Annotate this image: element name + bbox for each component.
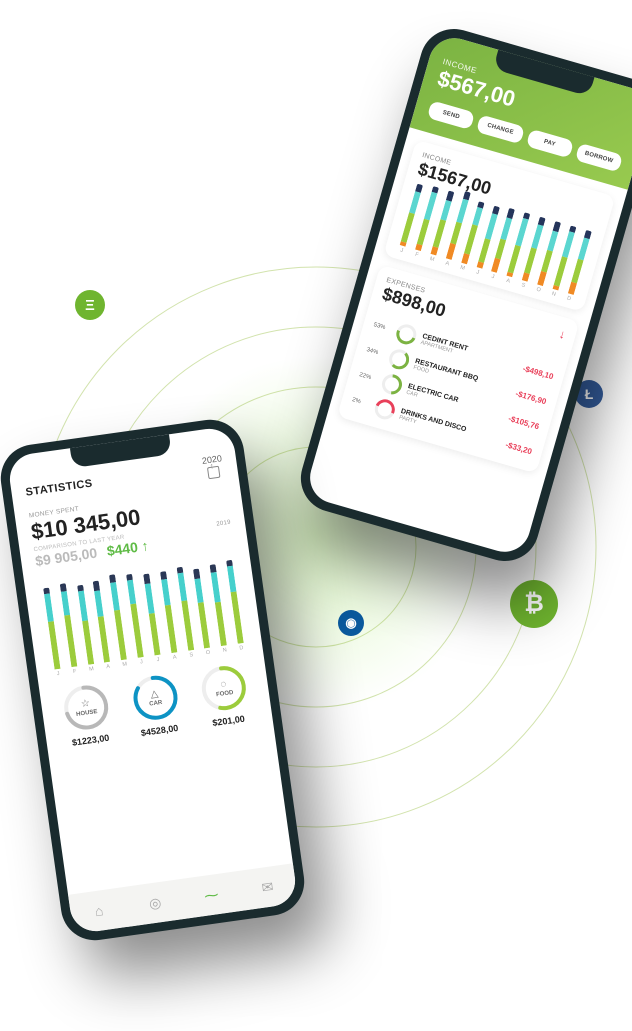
expense-amount: -$105,76 [507,413,540,430]
borrow-button[interactable]: BORROW [575,143,623,173]
category-car[interactable]: △CAR $4528,00 [122,670,190,740]
category-label: FOOD [216,690,234,698]
category-label: CAR [149,700,163,708]
expense-amount: -$176,90 [515,388,548,405]
pay-button[interactable]: PAY [525,129,573,159]
ethereum-icon: Ξ [75,290,105,320]
chat-icon[interactable]: ✉ [257,877,277,897]
send-button[interactable]: SEND [427,100,475,130]
expense-amount: -$498,10 [522,363,555,380]
bitcoin-cash-icon: ₿ [510,580,558,628]
finance-phone-right: INCOME $567,00 SENDCHANGEPAYBORROW INCOM… [293,21,632,569]
change-button[interactable]: CHANGE [476,114,524,144]
progress-ring-icon [387,347,412,372]
category-food[interactable]: ◌FOOD $201,00 [191,660,259,730]
category-ring-icon: ◌FOOD [197,661,251,715]
home-icon[interactable]: ⌂ [89,901,109,921]
expense-pct: 22% [358,372,377,383]
expense-amount: -$33,20 [505,440,534,456]
category-house[interactable]: ☆HOUSE $1223,00 [53,680,121,750]
bottom-nav: ⌂ ◎ ⁓ ✉ [68,863,298,934]
trend-arrow-icon: ↓ [558,327,568,342]
category-ring-icon: △CAR [128,671,182,725]
explore-icon[interactable]: ◎ [145,893,165,913]
category-label: HOUSE [76,709,98,718]
category-glyph-icon: △ [150,688,159,700]
share-icon[interactable] [207,466,221,480]
expense-pct: 2% [351,397,370,408]
category-ring-icon: ☆HOUSE [59,680,113,734]
progress-ring-icon [372,397,397,422]
category-glyph-icon: ◌ [220,679,227,691]
expense-pct: 53% [373,322,392,333]
category-glyph-icon: ☆ [80,698,90,710]
progress-ring-icon [394,322,419,347]
page-title: STATISTICS [25,477,94,498]
safex-icon: ◉ [338,610,364,636]
stats-icon[interactable]: ⁓ [201,885,221,905]
expense-pct: 34% [366,347,385,358]
progress-ring-icon [380,372,405,397]
statistics-bar-chart: JFMAMJJASOND [38,551,249,678]
